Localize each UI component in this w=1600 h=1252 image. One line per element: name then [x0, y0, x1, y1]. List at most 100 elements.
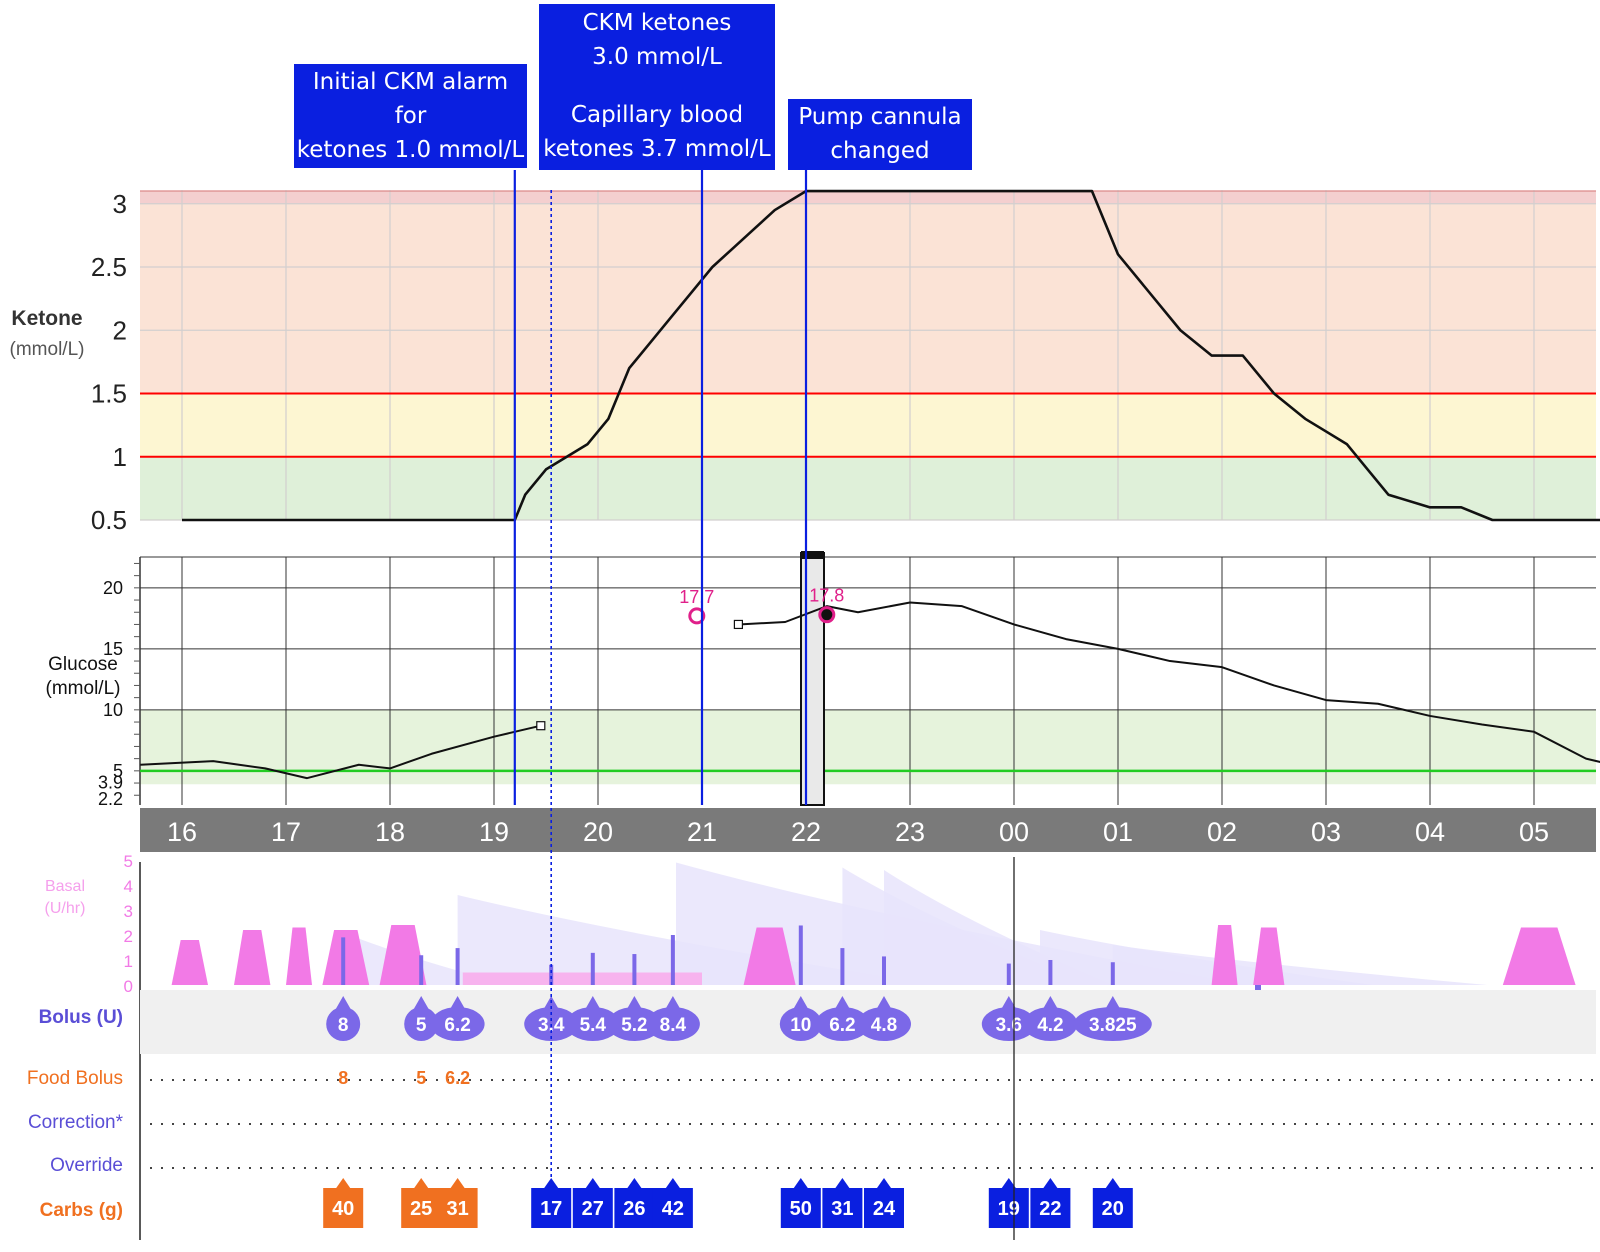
bolus-drop	[981, 1007, 1036, 1041]
basal-y-tick-label: 0	[124, 977, 133, 996]
glucose-y-tick-label: 2.2	[98, 789, 123, 809]
carbs-value: 50	[790, 1198, 812, 1220]
ketone-y-tick-label: 0.5	[91, 505, 127, 535]
bolus-bar	[1110, 962, 1115, 985]
glucose-target-zone	[140, 709, 1596, 785]
bolus-bar	[882, 956, 886, 985]
carbs-marker	[864, 1188, 904, 1228]
annotation-line: CKM ketones	[582, 10, 732, 36]
basal-rate-block	[1502, 927, 1576, 985]
annotation-line: Initial CKM alarm	[312, 69, 509, 95]
carbs-value: 19	[998, 1198, 1020, 1220]
carbs-marker-tip	[835, 1178, 850, 1188]
glucose-line	[140, 724, 542, 780]
bolus-bar	[840, 948, 845, 985]
bolus-drop-label: 4.2	[1037, 1015, 1063, 1036]
fingerstick-point	[818, 606, 836, 624]
bolus-bar	[549, 964, 554, 985]
fingerstick-point	[688, 607, 706, 625]
annotation-line	[539, 74, 775, 98]
bolus-drop-tip	[1000, 996, 1017, 1010]
event-rows: Bolus (U) Food Bolus Correction* Override Ca…	[27, 990, 1596, 1228]
bolus-drop-label: 3.6	[996, 1015, 1022, 1036]
ketone-panel: 0.5 1 1.5 2 2.5 3 Ketone (mmol/L)	[10, 189, 1600, 535]
carbs-value: 31	[446, 1198, 468, 1220]
bolus-drop-tip	[792, 996, 809, 1010]
carbs-value: 25	[410, 1198, 432, 1220]
basal-rate-block	[743, 927, 796, 985]
bolus-bar	[341, 937, 346, 985]
carbs-marker	[780, 1188, 821, 1228]
carbs-marker	[822, 1188, 863, 1228]
bolus-bar	[419, 955, 424, 985]
carbs-value: 17	[540, 1198, 562, 1220]
bolus-drop-label: 6.2	[444, 1015, 470, 1036]
basal-rate-block	[1253, 927, 1285, 985]
time-axis-label: 01	[1103, 817, 1133, 847]
bolus-drop-tip	[413, 996, 430, 1010]
time-axis-label: 23	[895, 817, 925, 847]
carbs-marker	[572, 1188, 613, 1228]
bolus-drop-label: 4.8	[871, 1015, 897, 1036]
ketone-top-band	[140, 190, 1596, 204]
glucose-y-tick-label: 15	[103, 639, 123, 659]
carbs-marker	[531, 1188, 572, 1228]
bolus-drop	[565, 1007, 620, 1041]
insulin-on-board-shading	[1112, 945, 1488, 985]
annotation-line: 3.0 mmol/L	[592, 44, 722, 70]
basal-y-tick-label: 2	[124, 927, 133, 946]
ketone-line	[182, 189, 1600, 522]
time-axis-label: 04	[1415, 817, 1445, 847]
bolus-drop-label: 6.2	[829, 1015, 855, 1036]
basal-axis-unit: (U/hr)	[45, 900, 86, 917]
time-axis-label: 21	[687, 817, 717, 847]
ketone-y-tick-label: 2.5	[91, 252, 127, 282]
carbs-marker-tip	[1105, 1178, 1120, 1188]
bolus-drop-label: 5.2	[621, 1015, 647, 1036]
bolus-drop-tip	[584, 996, 601, 1010]
bolus-drop	[430, 1007, 485, 1041]
bolus-drop-tip	[1104, 996, 1121, 1010]
ketone-axis-unit: (mmol/L)	[10, 339, 85, 360]
bolus-bar	[590, 952, 595, 985]
carbs-value: 40	[332, 1198, 354, 1220]
annotation-ckm-and-capillary-ketones: CKM ketones 3.0 mmol/L Capillary blood k…	[539, 4, 775, 170]
time-axis-label: 17	[271, 817, 301, 847]
bolus-drop-tip	[1042, 996, 1059, 1010]
carbs-marker-tip	[450, 1178, 465, 1188]
bolus-drop-tip	[449, 996, 466, 1010]
basal-rate-block	[171, 940, 208, 985]
insulin-on-board-shading	[457, 895, 936, 985]
annotation-line: ketones 3.7 mmol/L	[543, 136, 771, 162]
annotation-initial-ckm-alarm: Initial CKM alarm for ketones 1.0 mmol/L	[294, 64, 527, 168]
bolus-bar	[670, 935, 675, 985]
carbs-value: 20	[1102, 1198, 1124, 1220]
carbs-marker-tip	[627, 1178, 642, 1188]
bolus-bar	[455, 948, 460, 985]
time-axis-label: 16	[167, 817, 197, 847]
bolus-drop-label: 8	[338, 1015, 349, 1036]
insulin-on-board-shading	[676, 862, 1248, 985]
food-bolus-value: 5	[416, 1068, 426, 1088]
bolus-bar	[632, 954, 637, 985]
glucose-y-tick-label: 10	[103, 700, 123, 720]
time-axis-label: 00	[999, 817, 1029, 847]
override-row-label: Override	[50, 1155, 123, 1176]
time-axis-bar: 16 17 18 19 20 21 22 23 00 01 02 03 04 05	[140, 808, 1596, 852]
carbs-marker-tip	[336, 1178, 351, 1188]
basal-y-tick-label: 3	[124, 902, 133, 921]
event-marker-lines	[513, 170, 1015, 1240]
time-axis-label: 02	[1207, 817, 1237, 847]
bolus-extended-marker	[1255, 985, 1261, 993]
bolus-bar	[1006, 963, 1011, 985]
ketone-axis-label: Ketone	[11, 307, 82, 330]
annotation-line: ketones 1.0 mmol/L	[296, 137, 525, 163]
glucose-axis-label: Glucose	[48, 654, 118, 675]
annotation-line: Pump cannula	[798, 104, 962, 130]
bolus-drop-label: 5	[416, 1015, 427, 1036]
bolus-drop	[645, 1007, 700, 1041]
time-axis-label: 20	[583, 817, 613, 847]
basal-rate-block	[286, 927, 312, 985]
basal-panel: 0 1 2 3 4 5 Basal (U/hr)	[45, 852, 1576, 1240]
